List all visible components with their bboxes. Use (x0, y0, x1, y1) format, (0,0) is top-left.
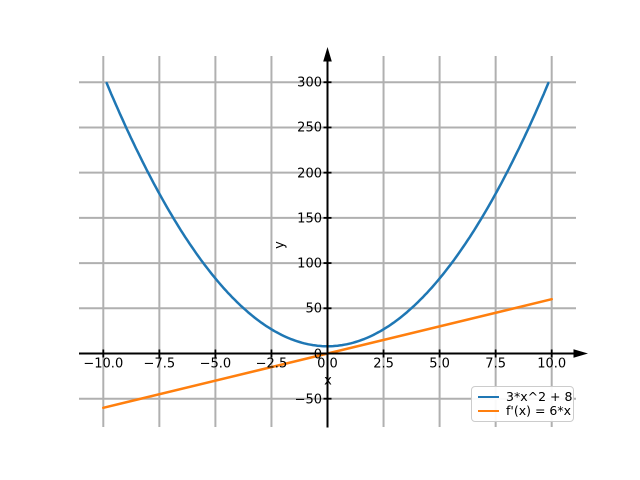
legend-label: 3*x^2 + 8 (506, 388, 573, 404)
x-tick-label: 10.0 (537, 356, 567, 372)
legend: 3*x^2 + 8 f'(x) = 6*x (471, 386, 574, 422)
legend-line-sample (478, 410, 499, 412)
y-axis-arrow (323, 47, 332, 62)
x-tick-label: −7.5 (143, 356, 176, 372)
x-tick-label: −10.0 (83, 356, 124, 372)
x-axis-label: x (324, 373, 332, 389)
x-tick-label: −5.0 (199, 356, 232, 372)
x-tick-label: −2.5 (255, 356, 288, 372)
x-axis-arrow (573, 349, 588, 358)
y-tick-label: 0 (313, 347, 322, 362)
legend-item: 3*x^2 + 8 (478, 390, 572, 404)
y-tick-label: 200 (297, 166, 322, 182)
y-tick-label: −50 (294, 392, 322, 408)
y-tick-label: 100 (297, 256, 322, 272)
x-tick-label: 5.0 (429, 356, 450, 372)
y-tick-label: 150 (297, 211, 322, 227)
x-tick-label: 2.5 (373, 356, 394, 372)
y-tick-label: 300 (297, 75, 322, 91)
x-tick-label: 0.0 (317, 356, 338, 372)
y-tick-label: 50 (305, 301, 322, 317)
tick-marks (102, 81, 553, 400)
y-tick-label: 250 (297, 120, 322, 136)
y-axis-label: y (272, 241, 288, 249)
legend-line-sample (478, 396, 499, 398)
x-tick-label: 7.5 (485, 356, 506, 372)
legend-label: f'(x) = 6*x (506, 402, 572, 418)
legend-item: f'(x) = 6*x (478, 404, 571, 418)
axis-spines (79, 58, 577, 428)
